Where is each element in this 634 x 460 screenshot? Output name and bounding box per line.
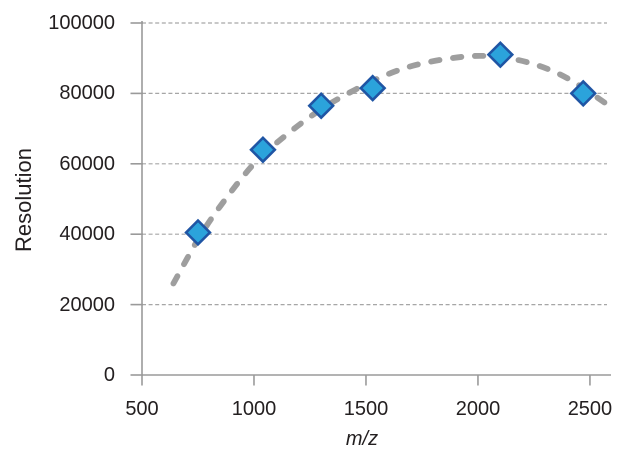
y-tick-label: 20000 [59, 293, 115, 316]
data-point-diamond [249, 136, 277, 164]
y-tick-label: 40000 [59, 223, 115, 246]
data-point-diamond [358, 74, 387, 102]
x-tick-label: 2500 [567, 398, 613, 420]
y-tick-label: 100000 [48, 12, 115, 34]
y-tick-label: 60000 [59, 152, 115, 175]
data-point-diamond [486, 40, 515, 69]
x-tick-label: 500 [125, 398, 159, 420]
data-point-diamond [569, 79, 597, 108]
data-point-diamond [307, 92, 335, 120]
y-tick-label: 0 [103, 364, 115, 386]
x-tick-label: 1000 [231, 398, 277, 420]
x-tick-label: 2000 [455, 398, 501, 420]
trend-curve [170, 52, 610, 287]
data-point-diamond [184, 218, 212, 247]
x-tick-label: 1500 [343, 398, 389, 420]
x-axis-title: m/z [345, 428, 379, 450]
y-tick-label: 80000 [59, 82, 115, 105]
